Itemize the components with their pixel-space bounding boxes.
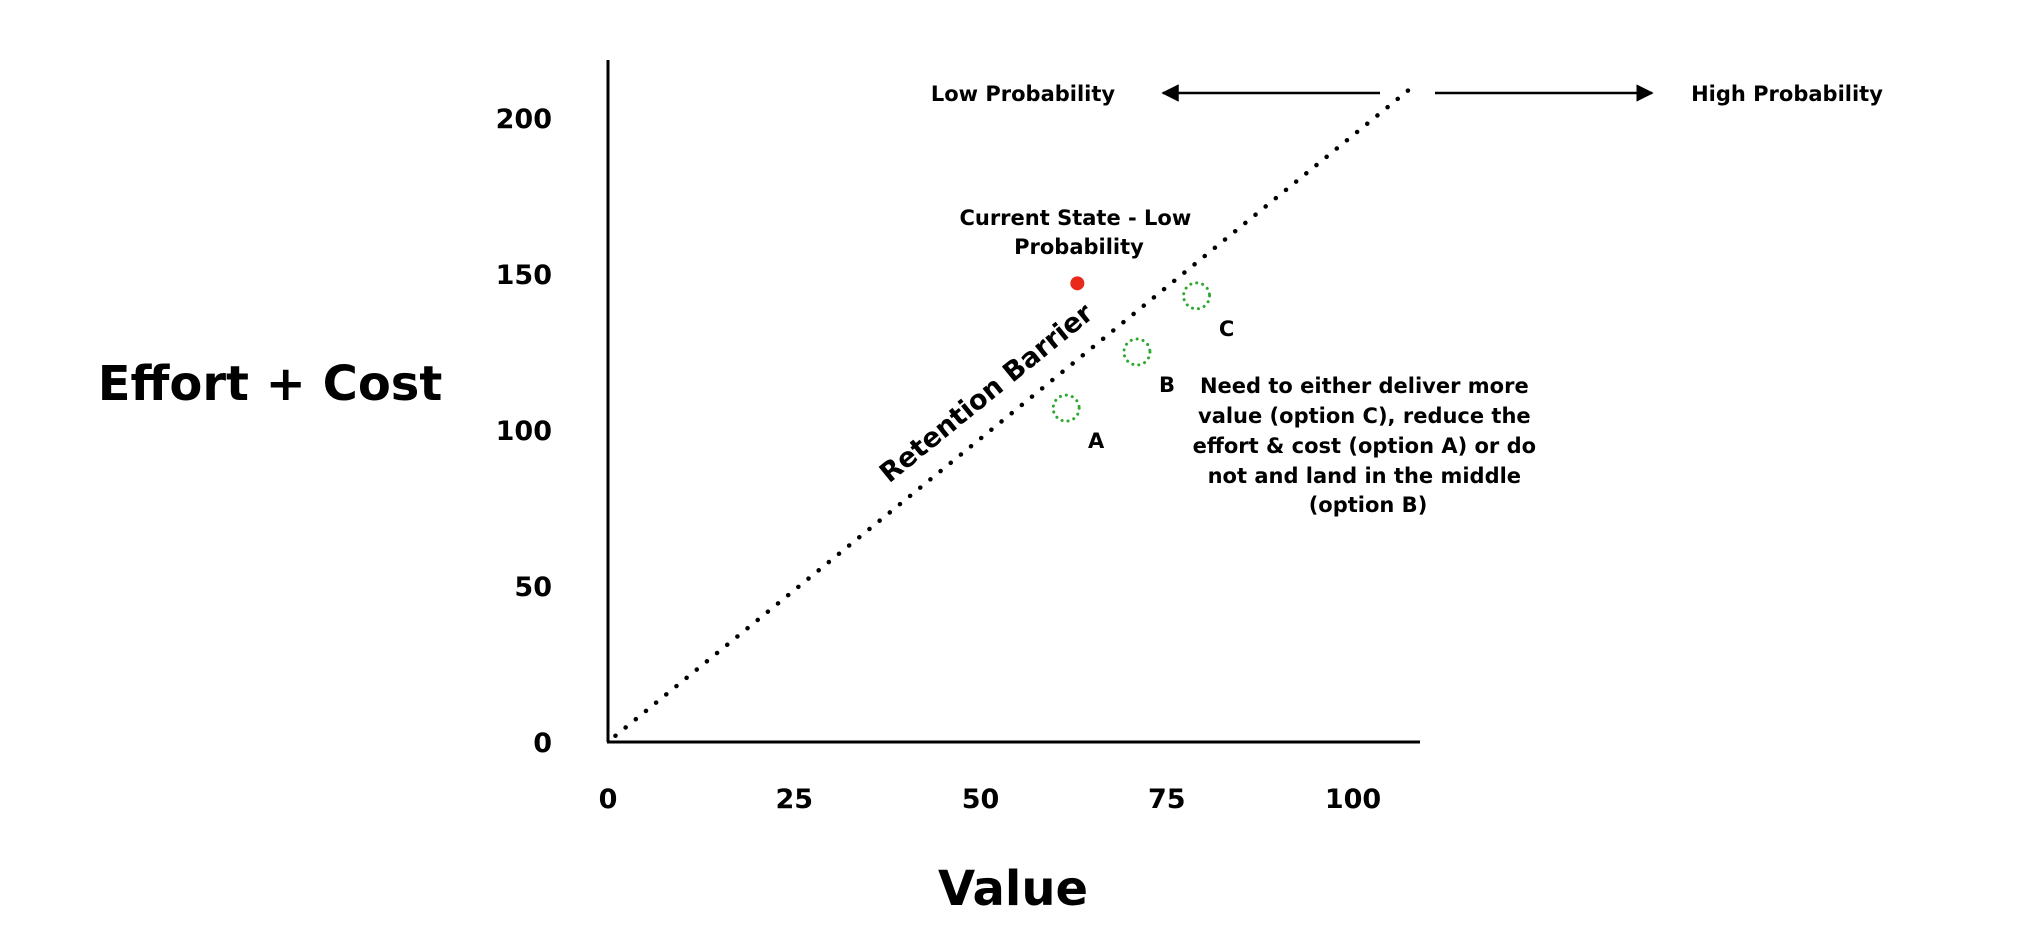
options-note: Need to either deliver more value (optio… [1193,374,1544,517]
current-state-point [1070,276,1085,291]
option-b-label: B [1159,373,1175,397]
x-tick-label: 100 [1325,784,1381,815]
x-tick-labels: 0 25 50 75 100 [599,784,1382,815]
option-c-label: C [1219,317,1234,341]
y-tick-label: 200 [496,104,552,135]
option-b-point [1122,337,1152,367]
option-a-label: A [1088,429,1105,453]
option-points: A B C [1051,281,1234,453]
y-tick-label: 100 [496,416,552,447]
option-c-point [1182,281,1212,311]
options-note-line-5: (option B) [1309,493,1428,517]
y-tick-labels: 0 50 100 150 200 [496,104,552,759]
y-tick-label: 50 [514,572,552,603]
x-axis-title: Value [938,861,1088,917]
retention-barrier-line [613,84,1415,739]
options-note-line-4: not and land in the middle [1208,464,1521,488]
options-note-line-3: effort & cost (option A) or do [1193,434,1536,458]
options-note-line-1: Need to either deliver more [1200,374,1529,398]
y-tick-label: 150 [496,260,552,291]
current-state-label-line-1: Current State - Low [959,206,1191,230]
retention-barrier-label: Retention Barrier [874,297,1100,489]
current-state-label: Current State - Low Probability [959,206,1198,259]
current-state-label-line-2: Probability [1014,235,1144,259]
x-tick-label: 75 [1148,784,1186,815]
y-axis-title: Effort + Cost [98,356,443,412]
x-tick-label: 25 [775,784,813,815]
y-tick-label: 0 [533,728,552,759]
high-probability-label: High Probability [1691,82,1883,106]
low-probability-label: Low Probability [931,82,1116,106]
option-a-point [1051,393,1081,423]
x-tick-label: 0 [599,784,618,815]
x-tick-label: 50 [962,784,1000,815]
options-note-line-2: value (option C), reduce the [1198,404,1531,428]
